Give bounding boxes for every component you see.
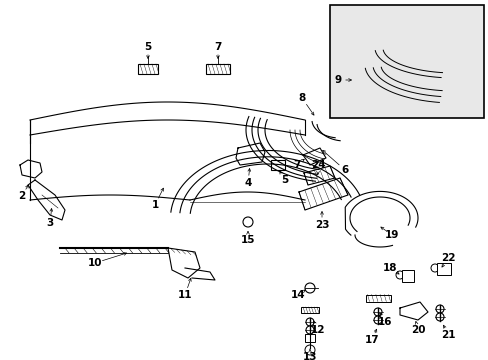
Text: 11: 11 [177,290,192,300]
Circle shape [305,326,313,334]
FancyBboxPatch shape [305,334,314,342]
Text: 16: 16 [377,317,391,327]
Circle shape [243,217,252,227]
FancyBboxPatch shape [436,263,450,275]
Text: 10: 10 [87,258,102,268]
Text: 2: 2 [19,191,25,201]
Text: 9: 9 [334,75,341,85]
Circle shape [435,313,443,321]
Bar [301,307,318,313]
Bar [365,294,390,302]
FancyBboxPatch shape [205,64,229,74]
Text: 7: 7 [293,160,300,170]
Text: 7: 7 [214,42,221,52]
Text: 14: 14 [290,290,305,300]
Text: 15: 15 [240,235,255,245]
Circle shape [430,264,438,272]
FancyBboxPatch shape [138,64,158,74]
Text: 21: 21 [440,330,454,340]
FancyBboxPatch shape [329,5,483,118]
Text: 4: 4 [244,178,251,188]
Text: 1: 1 [151,200,158,210]
Text: 23: 23 [314,220,328,230]
Circle shape [395,271,403,279]
Text: 19: 19 [384,230,398,240]
Circle shape [435,305,443,313]
Circle shape [305,283,314,293]
Text: 3: 3 [46,218,54,228]
Text: 24: 24 [310,160,325,170]
Text: 22: 22 [440,253,454,263]
Text: 17: 17 [364,335,379,345]
Text: 13: 13 [302,352,317,360]
Text: 18: 18 [382,263,396,273]
Text: 5: 5 [144,42,151,52]
Circle shape [305,318,313,326]
Text: 6: 6 [341,165,348,175]
Circle shape [373,316,381,324]
Text: 8: 8 [298,93,305,103]
Text: 12: 12 [310,325,325,335]
FancyBboxPatch shape [401,270,413,282]
Text: 5: 5 [281,175,288,185]
Text: 20: 20 [410,325,425,335]
Circle shape [305,345,314,355]
FancyBboxPatch shape [270,160,285,170]
Circle shape [373,308,381,316]
